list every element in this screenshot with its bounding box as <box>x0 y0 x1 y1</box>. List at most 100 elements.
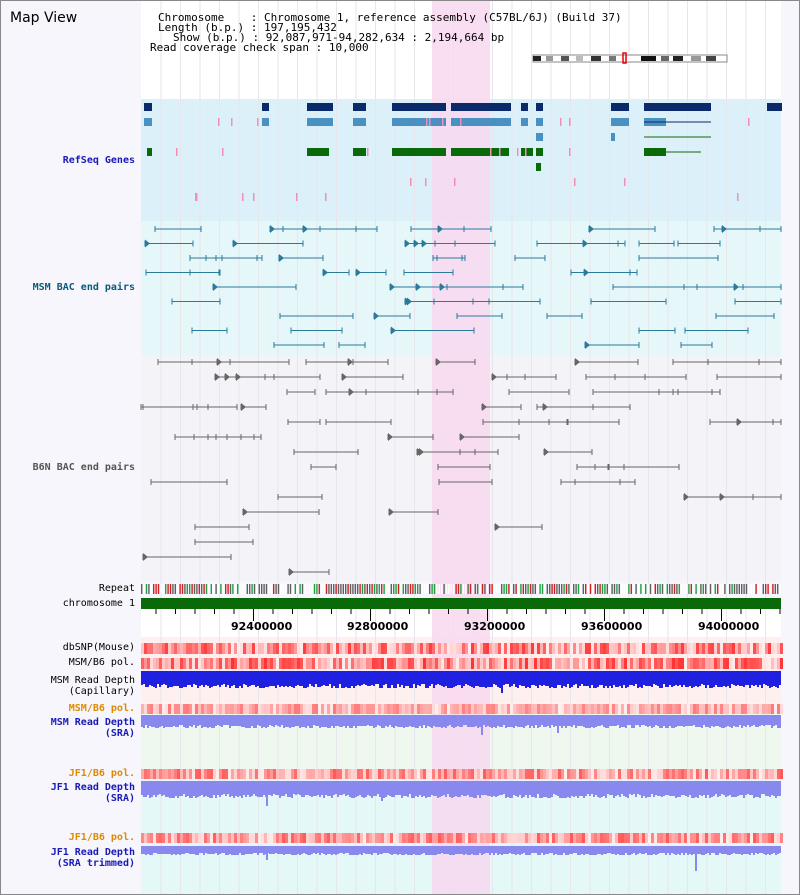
heat-cell <box>342 643 345 654</box>
heat-cell <box>153 769 156 779</box>
heat-cell <box>729 769 732 779</box>
heat-cell <box>588 769 591 779</box>
depth-bar <box>727 671 729 686</box>
depth-bar <box>699 846 701 854</box>
msm-bac-track-label[interactable]: MSM BAC end pairs <box>32 282 135 293</box>
heat-cell <box>348 643 351 654</box>
depth-bar <box>699 715 701 727</box>
heat-cell <box>672 643 675 654</box>
depth-bar <box>445 715 447 728</box>
bac-end-arrow <box>342 373 347 381</box>
heat-cell <box>573 833 576 843</box>
heat-cell <box>720 833 723 843</box>
refseq-track-label[interactable]: RefSeq Genes <box>62 155 135 166</box>
depth-bar <box>449 846 451 855</box>
depth-bar <box>443 781 445 795</box>
depth-bar <box>451 715 453 727</box>
heat-cell <box>759 833 762 843</box>
axis-tick-label: 92400000 <box>231 620 293 633</box>
depth-bar <box>289 671 291 686</box>
depth-bar <box>347 671 349 688</box>
heat-cell <box>723 704 726 714</box>
depth-spike <box>557 715 559 733</box>
depth-spike <box>481 715 483 735</box>
heat-cell <box>330 704 333 714</box>
depth-bar <box>367 715 369 725</box>
depth-bar <box>647 781 649 797</box>
heat-cell <box>333 658 336 669</box>
depth-bar <box>425 846 427 855</box>
bac-end-arrow <box>543 403 548 411</box>
heat-cell <box>306 643 309 654</box>
depth-bar <box>179 781 181 796</box>
heat-cell <box>501 704 504 714</box>
depth-bar <box>255 781 257 796</box>
depth-bar <box>167 781 169 797</box>
heat-cell <box>483 769 486 779</box>
heat-cell <box>189 643 192 654</box>
heat-cell <box>387 704 390 714</box>
depth-bar <box>351 671 353 686</box>
depth-bar <box>717 846 719 855</box>
depth-bar <box>211 715 213 728</box>
heat-cell <box>522 833 525 843</box>
heat-cell <box>552 769 555 779</box>
depth-bar <box>629 781 631 794</box>
depth-bar <box>677 715 679 726</box>
depth-bar <box>325 671 327 686</box>
depth-bar <box>553 715 555 727</box>
heat-cell <box>525 769 528 779</box>
heat-cell <box>267 658 270 669</box>
heat-cell <box>582 643 585 654</box>
heat-cell <box>780 643 783 654</box>
heat-cell <box>255 833 258 843</box>
depth-bar <box>413 715 415 727</box>
heat-cell <box>309 769 312 779</box>
b6n-bac-track-label[interactable]: B6N BAC end pairs <box>32 462 135 473</box>
heat-cell <box>567 658 570 669</box>
heat-cell <box>231 769 234 779</box>
heat-cell <box>450 658 453 669</box>
heat-cell <box>189 833 192 843</box>
repeat-mark <box>301 584 304 594</box>
repeat-mark <box>393 584 395 594</box>
depth-bar <box>653 846 655 854</box>
length-label: Length (b.p.) <box>158 21 245 34</box>
depth-bar <box>701 781 703 796</box>
depth-bar <box>145 715 147 725</box>
depth-bar <box>479 781 481 798</box>
heat-cell <box>705 769 708 779</box>
heat-cell <box>534 833 537 843</box>
bac-end-arrow <box>407 297 412 306</box>
heat-cell <box>477 833 480 843</box>
repeat-mark <box>304 584 306 594</box>
heat-cell <box>345 833 348 843</box>
repeat-mark <box>767 584 769 594</box>
depth-bar <box>533 781 535 797</box>
heat-cell <box>264 833 267 843</box>
heat-cell <box>717 833 720 843</box>
depth-bar <box>603 671 605 688</box>
repeat-mark <box>669 584 671 594</box>
heat-cell <box>321 833 324 843</box>
depth-bar <box>529 781 531 795</box>
heat-cell <box>513 658 516 669</box>
depth-bar <box>299 715 301 728</box>
depth-bar <box>341 715 343 727</box>
gene-feature <box>307 148 329 156</box>
repeat-mark <box>573 584 575 594</box>
heat-cell <box>339 643 342 654</box>
depth-bar <box>663 846 665 853</box>
show-info: Show (b.p.) : 92,087,971-94,282,634 : 2,… <box>173 31 505 44</box>
depth-bar <box>773 846 775 853</box>
depth-bar <box>255 715 257 728</box>
depth-bar <box>357 846 359 855</box>
depth-bar <box>517 781 519 797</box>
heat-cell <box>759 769 762 779</box>
depth-bar <box>521 715 523 727</box>
heat-cell <box>474 769 477 779</box>
depth-bar <box>157 715 159 728</box>
depth-bar <box>683 671 685 685</box>
